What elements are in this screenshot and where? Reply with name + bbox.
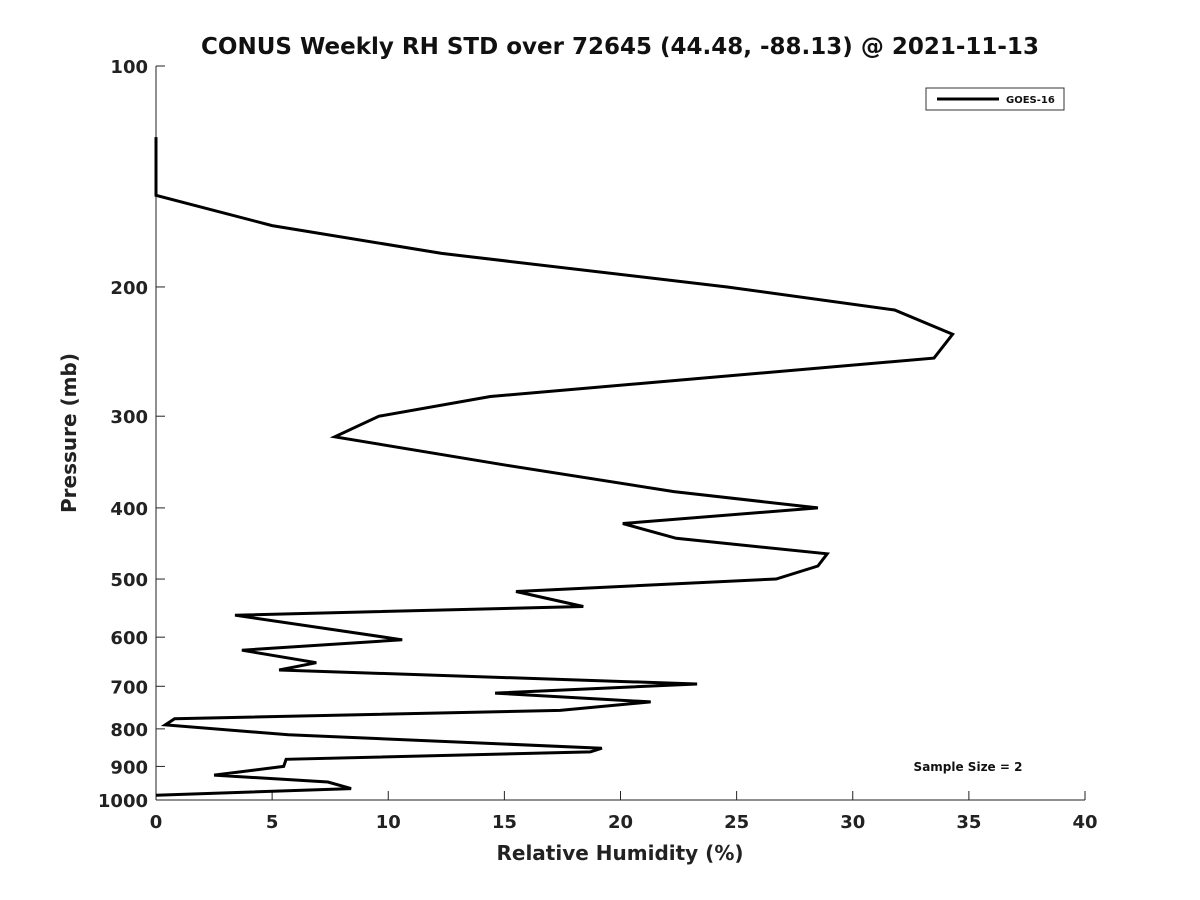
y-tick-label: 100 (110, 57, 148, 78)
y-tick-label: 800 (110, 720, 148, 741)
x-tick-label: 5 (266, 812, 279, 833)
x-tick-label: 25 (724, 812, 749, 833)
legend-label-goes-16: GOES-16 (1006, 95, 1055, 106)
series-layer (154, 137, 955, 797)
chart-title: CONUS Weekly RH STD over 72645 (44.48, -… (201, 34, 1039, 60)
y-tick-label: 900 (110, 757, 148, 778)
x-tick-label: 15 (492, 812, 517, 833)
y-tick-label: 400 (110, 499, 148, 520)
y-axis-label: Pressure (mb) (57, 353, 81, 513)
x-tick-label: 40 (1072, 812, 1097, 833)
x-ticks: 0 5 10 15 20 25 30 35 40 (150, 791, 1098, 833)
sample-size-annotation: Sample Size = 2 (914, 760, 1023, 774)
x-tick-label: 35 (956, 812, 981, 833)
y-tick-label: 200 (110, 278, 148, 299)
x-tick-label: 20 (608, 812, 633, 833)
y-tick-label: 700 (110, 677, 148, 698)
y-ticks: 100 200 300 400 500 600 700 800 900 1000 (98, 57, 165, 812)
x-tick-label: 30 (840, 812, 865, 833)
y-tick-label: 1000 (98, 791, 148, 812)
x-tick-label: 0 (150, 812, 163, 833)
y-tick-label: 500 (110, 570, 148, 591)
series-line-goes-16 (154, 137, 955, 797)
x-tick-label: 10 (376, 812, 401, 833)
y-tick-label: 300 (110, 407, 148, 428)
plot-area (155, 66, 1085, 801)
y-tick-label: 600 (110, 628, 148, 649)
legend: GOES-16 (925, 87, 1065, 111)
x-axis-label: Relative Humidity (%) (496, 841, 743, 865)
